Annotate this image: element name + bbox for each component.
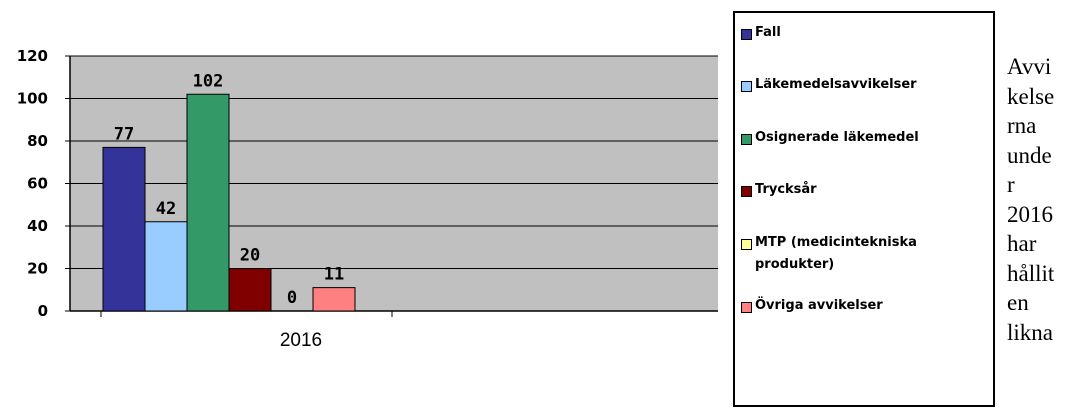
bar-läkemedelsavvikelser bbox=[144, 221, 188, 312]
legend-label: Fall bbox=[755, 25, 781, 40]
bar-fall bbox=[102, 146, 146, 312]
legend-item: Övriga avvikelser bbox=[741, 298, 995, 317]
legend-label: Läkemedelsavvikelser bbox=[755, 77, 917, 92]
legend-label: Osignerade läkemedel bbox=[755, 130, 919, 145]
y-tick-label: 80 bbox=[27, 132, 48, 150]
legend-label: Trycksår bbox=[755, 182, 817, 197]
y-tick-label: 120 bbox=[17, 47, 48, 65]
plot-area: 0 20 40 60 80 100 120 77 42 102 20 0 11 2016 bbox=[17, 47, 718, 351]
legend-item: Osignerade läkemedel bbox=[741, 130, 995, 149]
legend-item: MTP (medicintekniska produkter) bbox=[741, 235, 995, 276]
legend-swatch bbox=[741, 302, 752, 313]
y-tick-label: 40 bbox=[27, 217, 48, 235]
bar-chart: 0 20 40 60 80 100 120 77 42 102 20 0 11 2016 bbox=[17, 47, 718, 351]
y-tick-label: 60 bbox=[27, 175, 48, 193]
legend-label: Övriga avvikelser bbox=[755, 298, 883, 313]
y-tick-label: 100 bbox=[17, 90, 48, 108]
data-label: 77 bbox=[114, 124, 134, 144]
legend-item: Trycksår bbox=[741, 182, 995, 201]
legend-label: MTP (medicintekniska produkter) bbox=[755, 235, 917, 272]
legend-swatch bbox=[741, 134, 752, 145]
data-label: 102 bbox=[193, 71, 224, 91]
y-tick-label: 0 bbox=[38, 302, 48, 320]
y-tick-label: 20 bbox=[27, 260, 48, 278]
chart-legend: Fall Läkemedelsavvikelser Osignerade läkem… bbox=[733, 11, 995, 407]
bar-osignerade-läkemedel bbox=[186, 93, 230, 312]
data-label: 0 bbox=[287, 288, 297, 308]
data-label: 42 bbox=[156, 199, 176, 219]
bar-trycksår bbox=[228, 268, 272, 312]
legend-item: Fall bbox=[741, 25, 995, 44]
legend-swatch bbox=[741, 186, 752, 197]
x-category-label: 2016 bbox=[280, 330, 322, 351]
legend-item: Läkemedelsavvikelser bbox=[741, 77, 995, 96]
legend-swatch bbox=[741, 81, 752, 92]
body-text: Avvi kelse rna unde r 2016 har hållit en… bbox=[1007, 54, 1055, 345]
legend-swatch bbox=[741, 29, 752, 40]
data-label: 20 bbox=[240, 246, 260, 266]
legend-swatch bbox=[741, 239, 752, 250]
data-label: 11 bbox=[324, 265, 344, 285]
bar-övriga-avvikelser bbox=[312, 287, 356, 312]
